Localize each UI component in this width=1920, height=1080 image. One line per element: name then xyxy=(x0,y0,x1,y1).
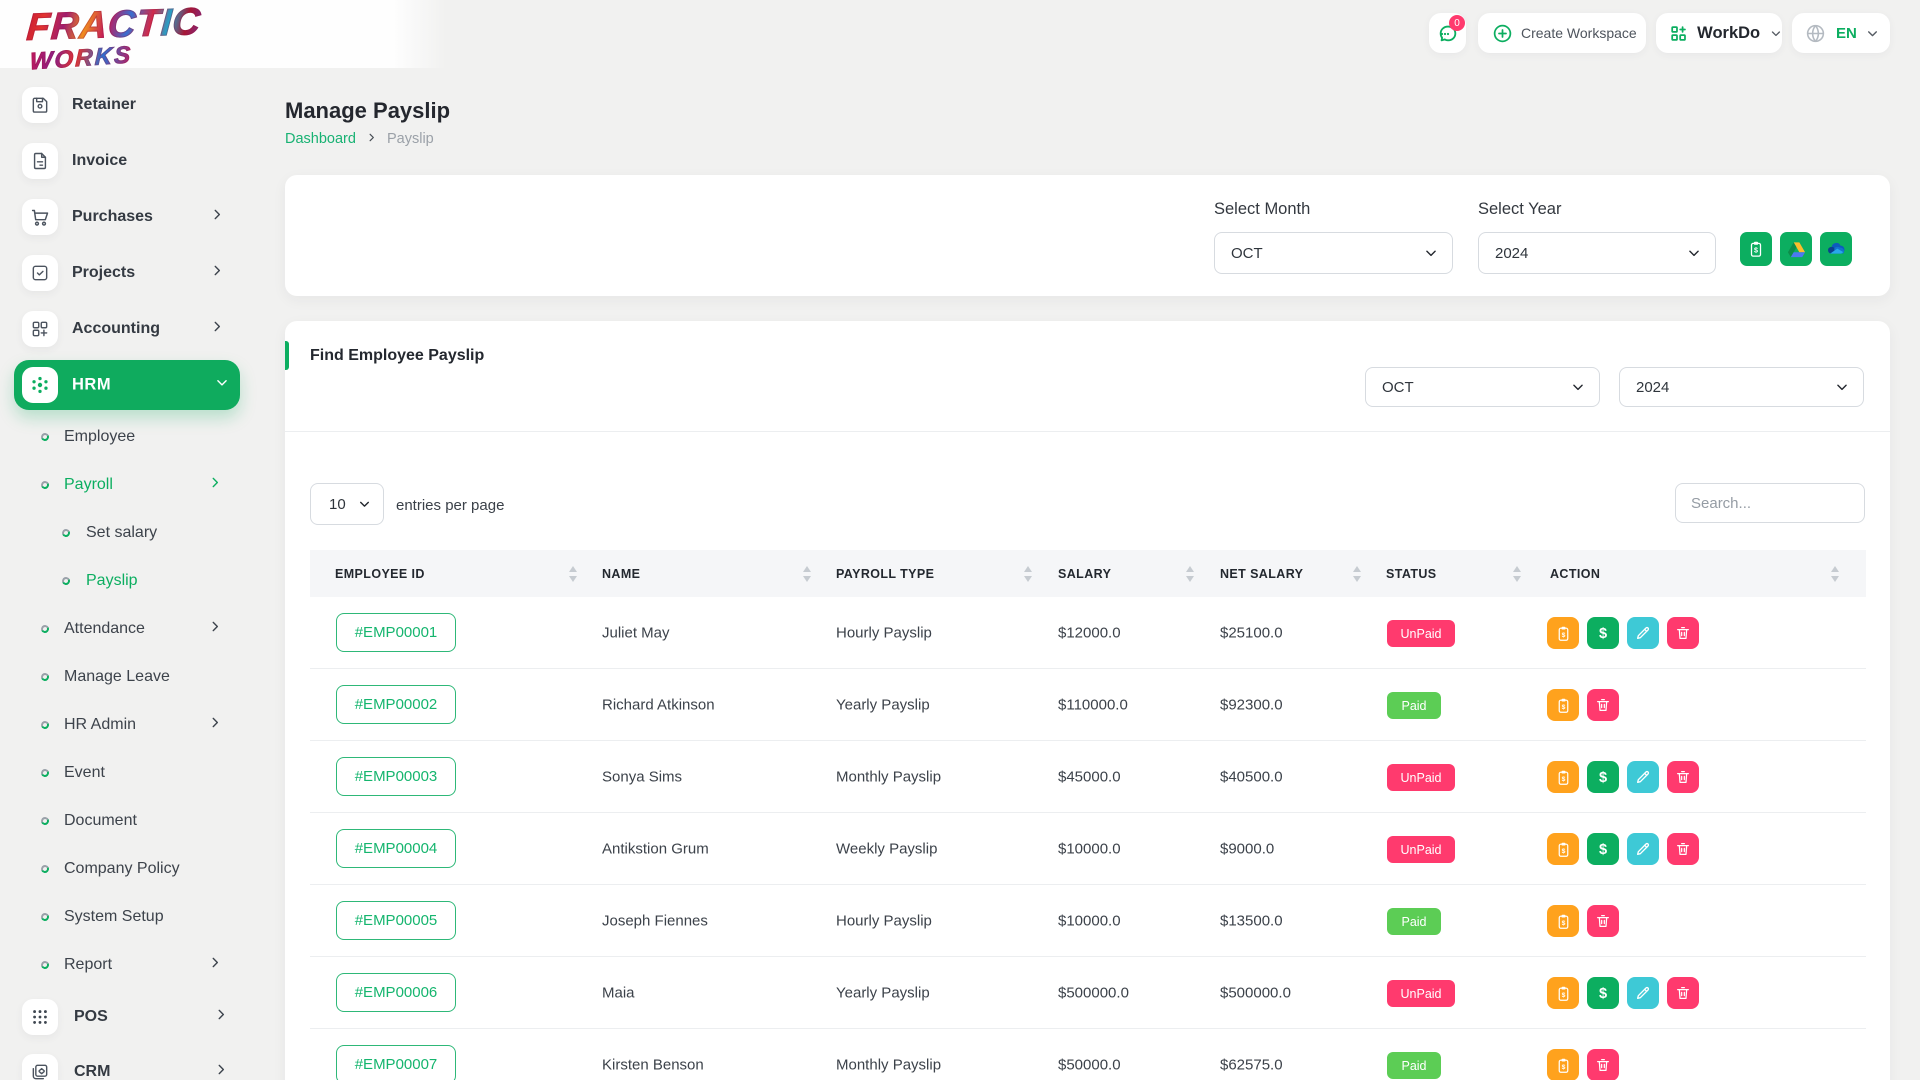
svg-text:$: $ xyxy=(1599,842,1607,858)
svg-text:$: $ xyxy=(1599,986,1607,1002)
svg-text:$: $ xyxy=(1599,626,1607,642)
svg-text:$: $ xyxy=(1561,847,1565,854)
svg-text:$: $ xyxy=(1561,1063,1565,1070)
svg-text:$: $ xyxy=(1754,246,1758,254)
svg-text:$: $ xyxy=(1561,631,1565,638)
svg-text:$: $ xyxy=(1561,919,1565,926)
svg-text:$: $ xyxy=(1599,770,1607,786)
svg-text:$: $ xyxy=(1561,991,1565,998)
svg-text:$: $ xyxy=(1561,775,1565,782)
svg-text:$: $ xyxy=(1561,703,1565,710)
